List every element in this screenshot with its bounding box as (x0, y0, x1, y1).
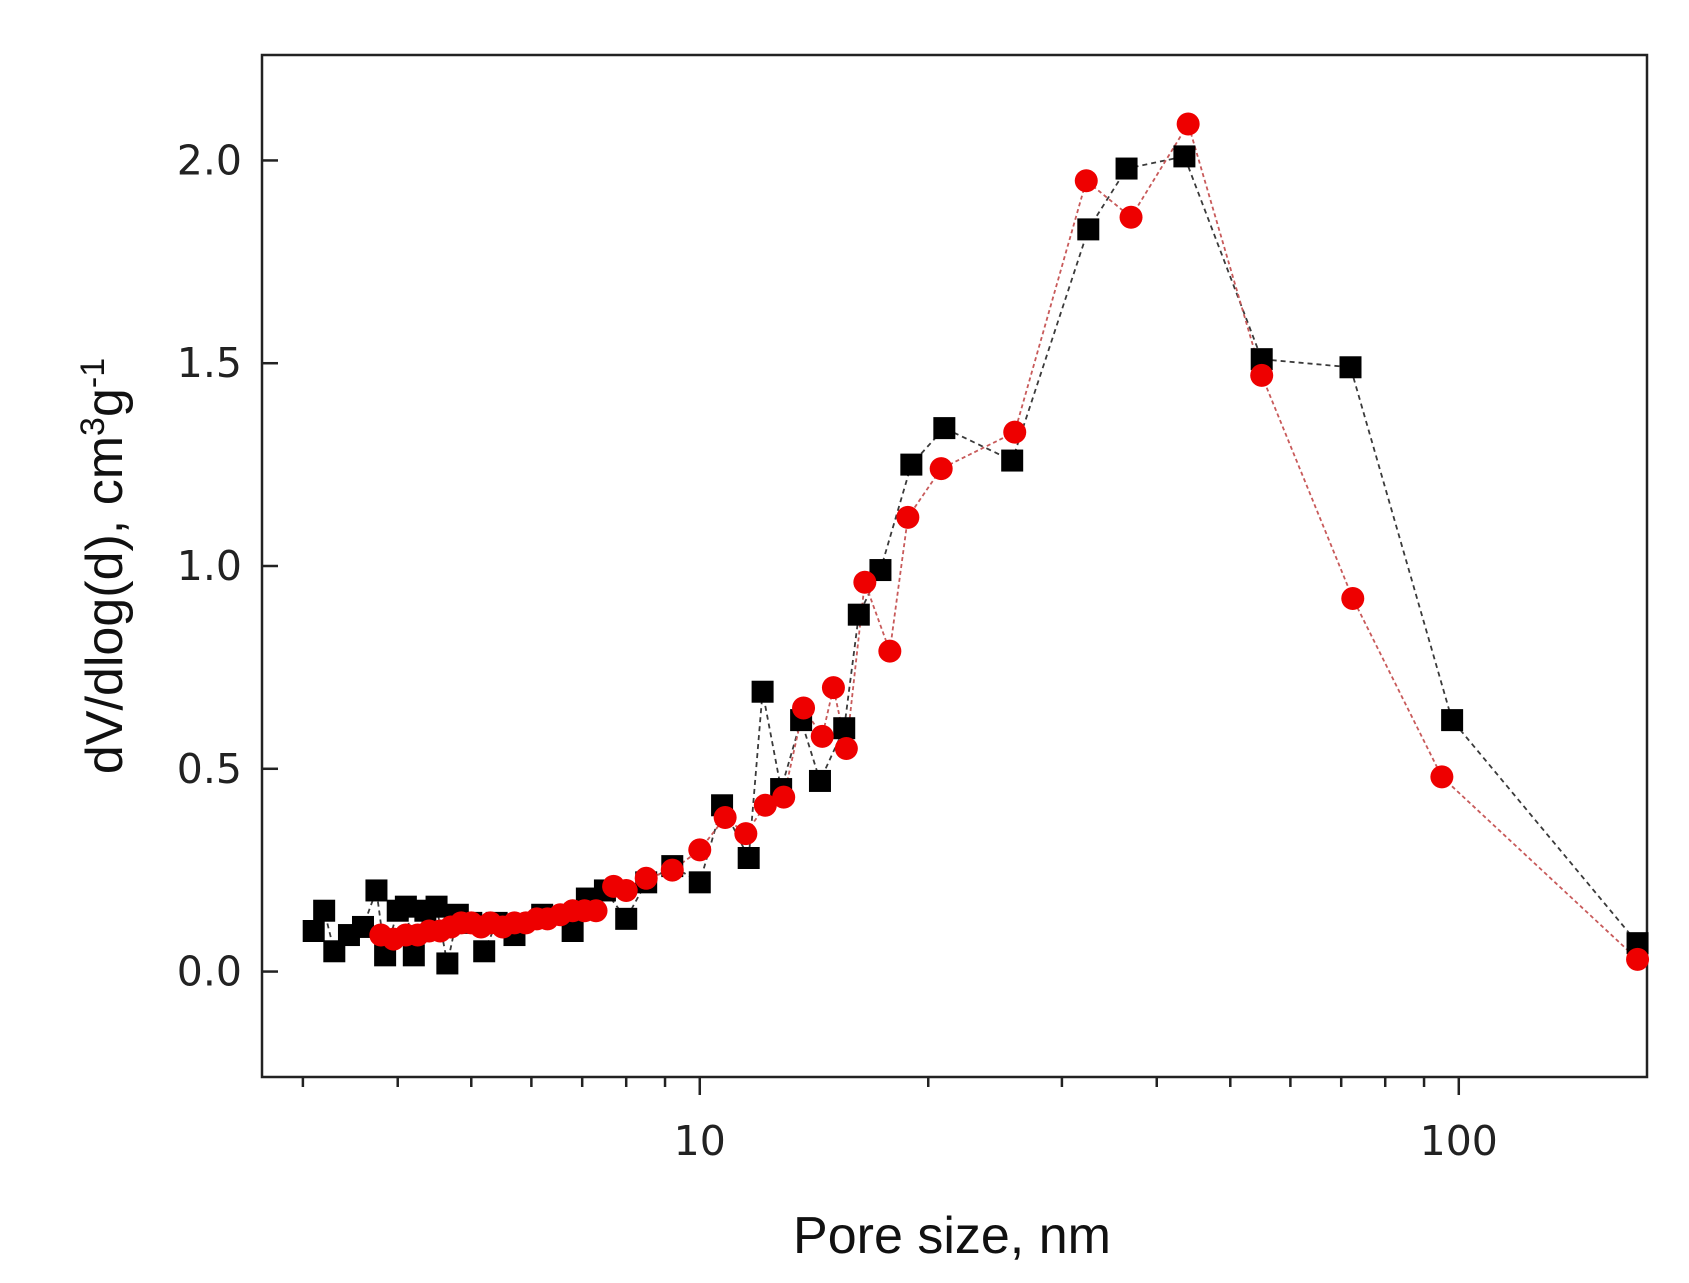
data-point-circle (810, 724, 834, 748)
data-point-square (1115, 157, 1138, 180)
x-axis-title: Pore size, nm (793, 1207, 1111, 1265)
data-point-square (394, 895, 417, 918)
data-point-square (933, 417, 956, 440)
data-point-square (313, 899, 336, 922)
data-point-circle (660, 858, 684, 882)
data-point-square (402, 944, 425, 967)
data-point-square (473, 940, 496, 963)
data-point-square (615, 907, 638, 930)
y-tick-label: 0.5 (177, 745, 242, 793)
y-axis-title-sup2: -1 (74, 358, 112, 388)
data-point-square (1250, 348, 1273, 371)
data-point-square (688, 871, 711, 894)
y-axis-ticks: 0.0 0.5 1.0 1.5 2.0 (177, 136, 278, 996)
data-point-circle (634, 866, 658, 890)
data-point-square (751, 680, 774, 703)
data-point-circle (1119, 205, 1143, 229)
data-point-square (1626, 932, 1649, 955)
data-point-circle (792, 696, 816, 720)
data-point-square (847, 603, 870, 626)
y-axis-title-mid: g (76, 388, 134, 417)
data-point-square (1001, 449, 1024, 472)
data-point-circle (1074, 169, 1098, 193)
data-point-circle (1341, 586, 1365, 610)
data-point-square (808, 769, 831, 792)
y-axis-title-sup1: 3 (74, 417, 112, 436)
data-point-circle (853, 570, 877, 594)
data-point-circle (896, 505, 920, 529)
y-axis-title: dV/dlog(d), cm3g-1 (74, 358, 134, 774)
data-point-square (351, 915, 374, 938)
data-point-circle (1626, 947, 1650, 971)
data-point-circle (1250, 363, 1274, 387)
data-point-circle (834, 737, 858, 760)
data-point-circle (734, 822, 758, 846)
data-point-square (1077, 218, 1100, 241)
data-point-circle (772, 785, 796, 809)
data-point-square (737, 847, 760, 869)
data-point-square (1339, 356, 1362, 379)
x-tick-label: 100 (1420, 1117, 1498, 1165)
x-axis-ticks: 10 100 (301, 1077, 1498, 1165)
data-point-square (1173, 145, 1196, 168)
data-point-circle (1176, 112, 1200, 136)
data-point-circle (713, 805, 737, 829)
data-point-square (833, 717, 856, 740)
data-point-square (302, 920, 325, 942)
x-tick-label: 10 (674, 1117, 726, 1165)
data-point-square (365, 879, 388, 902)
data-point-square (1441, 709, 1464, 732)
series-markers (302, 112, 1650, 975)
y-tick-label: 1.5 (177, 339, 242, 387)
y-tick-label: 1.0 (177, 542, 242, 590)
data-point-square (561, 920, 584, 942)
y-tick-label: 2.0 (177, 136, 242, 184)
data-point-circle (1430, 765, 1454, 789)
data-point-circle (821, 676, 845, 700)
data-point-square (900, 453, 923, 476)
data-point-circle (1003, 420, 1027, 444)
data-point-square (436, 952, 459, 975)
data-point-circle (688, 838, 712, 862)
data-point-square (869, 559, 892, 582)
y-tick-label: 0.0 (177, 948, 242, 996)
data-point-circle (614, 878, 638, 902)
data-point-square (425, 895, 448, 918)
data-point-circle (929, 457, 953, 481)
data-point-circle (753, 793, 777, 817)
data-point-circle (584, 899, 608, 923)
data-point-circle (878, 639, 902, 663)
y-axis-title-main: dV/dlog(d), cm (76, 436, 134, 774)
